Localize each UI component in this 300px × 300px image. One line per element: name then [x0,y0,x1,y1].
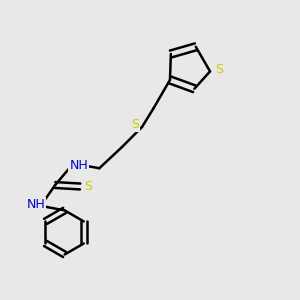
Text: S: S [130,118,139,131]
Text: NH: NH [27,198,45,211]
Text: S: S [84,180,92,193]
Text: S: S [215,63,223,76]
Text: NH: NH [69,159,88,172]
